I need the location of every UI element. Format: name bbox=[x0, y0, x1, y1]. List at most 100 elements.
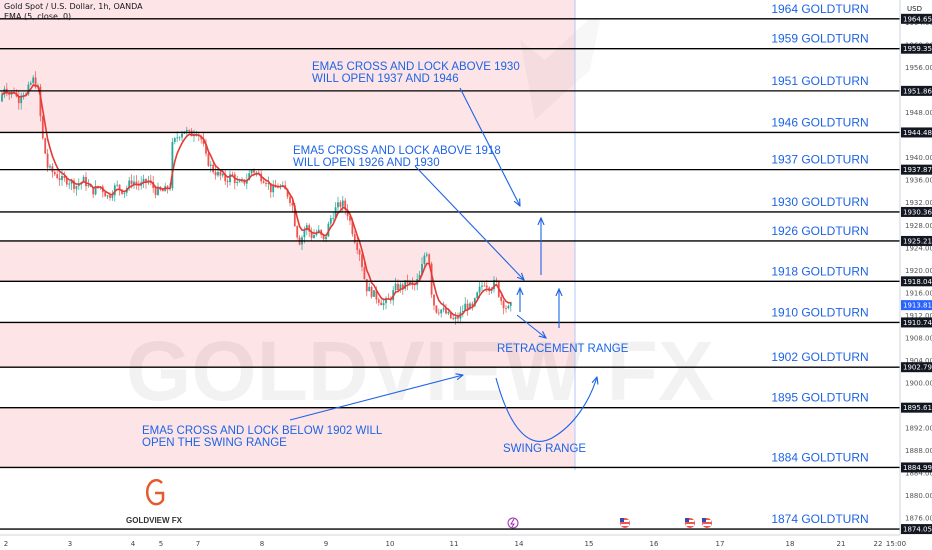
y-tick-label: 1948.000 bbox=[905, 109, 932, 117]
candle-up bbox=[157, 187, 159, 195]
candle-down bbox=[224, 173, 227, 182]
y-tick-label: 1936.000 bbox=[905, 177, 932, 185]
candle-down bbox=[397, 283, 399, 291]
candle-down bbox=[118, 184, 121, 190]
level-price-box bbox=[901, 524, 932, 535]
y-tick-label: 1924.000 bbox=[905, 244, 932, 252]
candle-up bbox=[29, 82, 32, 85]
level-price-box bbox=[901, 43, 932, 54]
candle-up bbox=[267, 183, 270, 184]
candle-up bbox=[238, 181, 241, 183]
candle-down bbox=[411, 281, 414, 284]
currency-label: USD bbox=[907, 5, 922, 13]
level-price-box bbox=[901, 402, 932, 413]
x-axis: 2 3 4 5 7 8 9 10 11 14 15 16 17 18 21 22 15:00 bbox=[0, 534, 932, 550]
candle-up bbox=[133, 181, 135, 185]
annotation-text: WILL OPEN 1926 AND 1930 bbox=[293, 157, 440, 169]
us-flag-event-icon[interactable] bbox=[620, 518, 630, 528]
candle-up bbox=[27, 84, 30, 95]
indicator-legend[interactable]: EMA (5, close, 0) bbox=[4, 12, 72, 21]
candle-down bbox=[39, 86, 42, 117]
candle-down bbox=[17, 96, 20, 104]
candle-down bbox=[289, 196, 291, 203]
candle-up bbox=[20, 95, 23, 104]
y-tick-label: 1888.000 bbox=[905, 447, 932, 455]
level-label: 1964 GOLDTURN bbox=[771, 2, 868, 16]
annotation-text: RETRACEMENT RANGE bbox=[497, 343, 629, 355]
candle-up bbox=[106, 195, 109, 197]
candle-down bbox=[65, 177, 68, 185]
us-flag-event-icon[interactable] bbox=[702, 518, 712, 528]
y-tick-label: 1900.000 bbox=[905, 379, 932, 387]
candle-up bbox=[185, 129, 188, 132]
candle-up bbox=[341, 200, 344, 207]
candle-up bbox=[77, 184, 80, 187]
candle-down bbox=[358, 250, 361, 255]
level-price-text: 1918.048 bbox=[903, 278, 932, 286]
candle-up bbox=[385, 298, 387, 304]
level-price-box bbox=[901, 235, 932, 246]
candle-down bbox=[109, 195, 111, 198]
candle-down bbox=[214, 172, 217, 176]
us-flag-event-icon[interactable] bbox=[685, 518, 695, 528]
y-tick-label: 1956.000 bbox=[905, 64, 932, 72]
candle-up bbox=[442, 308, 445, 310]
candle-down bbox=[433, 294, 435, 306]
candle-up bbox=[3, 88, 6, 95]
x-tick-label: 2 bbox=[4, 540, 8, 548]
lightning-event-icon[interactable] bbox=[507, 517, 519, 529]
ema-line bbox=[1, 84, 511, 318]
candle-down bbox=[380, 302, 383, 306]
level-label: 1910 GOLDTURN bbox=[771, 305, 868, 319]
level-price-box bbox=[901, 164, 932, 175]
candle-down bbox=[353, 234, 356, 243]
y-tick-label: 1940.000 bbox=[905, 154, 932, 162]
candle-down bbox=[226, 181, 229, 183]
candle-down bbox=[296, 226, 299, 238]
candle-up bbox=[68, 183, 71, 185]
level-price-text: 1925.215 bbox=[903, 237, 932, 245]
candle-up bbox=[221, 173, 224, 176]
level-price-text: 1964.658 bbox=[903, 15, 932, 23]
candle-down bbox=[377, 299, 380, 303]
candle-up bbox=[476, 292, 479, 299]
candle-down bbox=[34, 77, 37, 88]
level-price-text: 1895.610 bbox=[903, 404, 932, 412]
candle-up bbox=[382, 303, 385, 306]
level-label: 1937 GOLDTURN bbox=[771, 153, 868, 167]
y-tick-label: 1916.000 bbox=[905, 289, 932, 297]
candle-up bbox=[399, 284, 402, 291]
arrow-to-1930 bbox=[459, 87, 520, 206]
candle-down bbox=[346, 209, 349, 217]
candle-down bbox=[437, 312, 440, 314]
candle-down bbox=[344, 200, 347, 210]
x-tick-label: 15 bbox=[585, 540, 594, 548]
candle-down bbox=[58, 178, 61, 181]
x-tick-label: 11 bbox=[450, 540, 459, 548]
candle-up bbox=[329, 218, 332, 224]
candle-down bbox=[375, 290, 378, 300]
x-tick-label: 15:00 bbox=[886, 540, 906, 548]
candle-down bbox=[365, 279, 368, 292]
candle-up bbox=[178, 137, 181, 139]
candle-down bbox=[190, 130, 193, 137]
x-tick-label: 4 bbox=[131, 540, 136, 548]
goldview-logo: GOLDVIEW FX bbox=[126, 478, 183, 525]
candle-up bbox=[440, 309, 443, 314]
candle-down bbox=[500, 296, 503, 302]
candle-up bbox=[313, 235, 315, 238]
candle-up bbox=[272, 185, 275, 193]
level-label: 1959 GOLDTURN bbox=[771, 32, 868, 46]
candle-down bbox=[356, 242, 359, 251]
candle-down bbox=[495, 279, 498, 281]
candle-up bbox=[509, 302, 512, 306]
candle-down bbox=[53, 172, 56, 175]
x-axis-bg bbox=[0, 535, 932, 550]
candle-up bbox=[507, 305, 510, 309]
candle-up bbox=[1, 94, 3, 102]
candle-down bbox=[202, 139, 205, 145]
candle-down bbox=[361, 254, 363, 268]
x-tick-label: 21 bbox=[837, 540, 846, 548]
candle-up bbox=[337, 202, 339, 208]
